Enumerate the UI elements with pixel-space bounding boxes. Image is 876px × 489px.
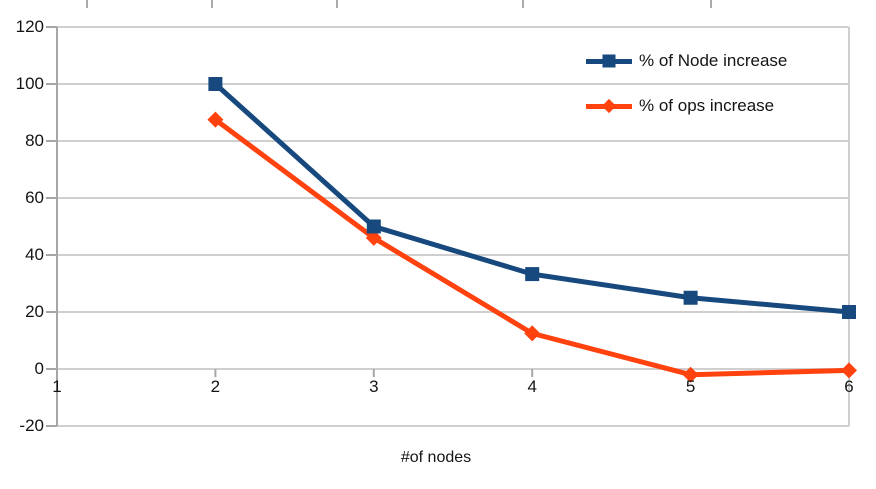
x-tick-label: 2 xyxy=(210,377,221,396)
square-data-point-marker xyxy=(208,77,223,91)
square-data-point-marker xyxy=(683,290,698,305)
x-tick-label: 4 xyxy=(527,377,537,396)
x-tick-label: 6 xyxy=(844,377,854,396)
diamond-data-point-marker xyxy=(207,111,224,128)
legend-item-ops-increase: % of ops increase xyxy=(586,95,774,117)
y-tick-label: 120 xyxy=(15,17,44,36)
diamond-data-point-marker xyxy=(524,325,541,342)
y-tick-label: 80 xyxy=(25,131,44,150)
column-boundary-tick xyxy=(86,0,88,8)
column-boundary-tick xyxy=(710,0,712,8)
legend-label: % of ops increase xyxy=(639,96,775,115)
y-tick-label: 60 xyxy=(25,188,44,207)
legend-line-sample xyxy=(586,98,632,114)
diamond-data-point-marker xyxy=(682,366,699,383)
legend-line-sample xyxy=(586,54,632,68)
column-boundary-tick xyxy=(336,0,338,8)
diamond-data-point-marker xyxy=(841,362,857,379)
y-tick-label: 20 xyxy=(25,302,44,321)
y-tick-label: 100 xyxy=(15,74,44,93)
square-data-point-marker xyxy=(842,305,856,319)
legend-item-node-increase: % of Node increase xyxy=(586,50,787,72)
column-boundary-tick xyxy=(211,0,213,8)
x-axis-title: #of nodes xyxy=(400,449,472,466)
y-tick-label: 0 xyxy=(34,359,44,378)
y-tick-label: -20 xyxy=(19,416,44,435)
y-tick-label: 40 xyxy=(25,245,44,264)
legend-label: % of Node increase xyxy=(639,51,788,70)
square-marker-icon xyxy=(602,54,616,68)
square-data-point-marker xyxy=(366,219,381,234)
diamond-data-point-marker xyxy=(365,229,382,246)
x-tick-label: 1 xyxy=(52,377,62,396)
column-boundary-tick xyxy=(522,0,524,8)
x-tick-label: 3 xyxy=(369,377,379,396)
diamond-marker-icon xyxy=(601,98,617,114)
x-tick-label: 5 xyxy=(685,377,696,396)
square-data-point-marker xyxy=(525,267,540,282)
